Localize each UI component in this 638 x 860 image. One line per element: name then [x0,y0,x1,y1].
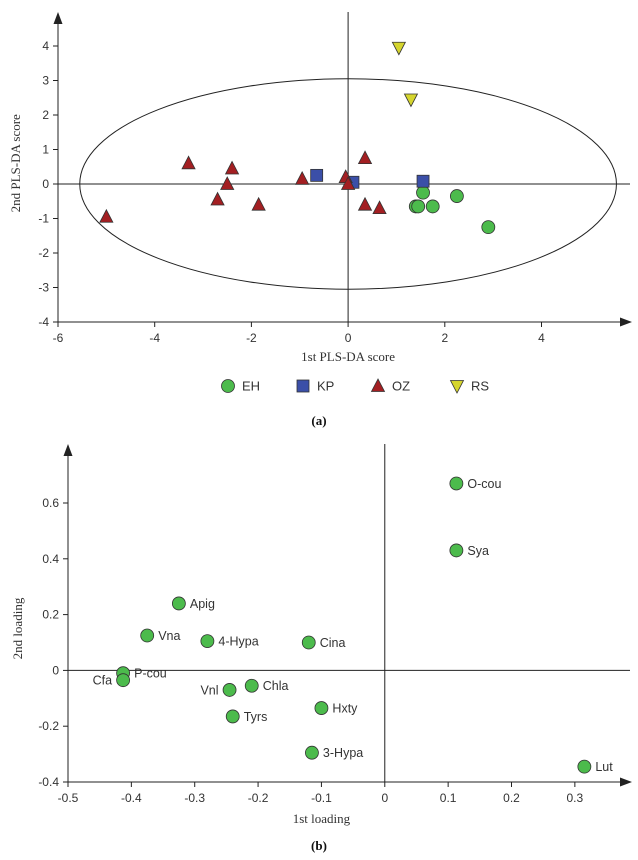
x-tick-label: 0.1 [440,791,457,805]
point-label: Apig [190,597,215,611]
x-axis-label: 1st loading [293,811,351,826]
panel-label-a: (a) [311,413,326,428]
loading-point [577,759,592,774]
y-tick-label: 0 [52,663,59,677]
x-tick-label: 0.2 [503,791,520,805]
legend-label-eh: EH [242,379,260,394]
y-tick-label: 0.4 [42,552,59,566]
y-tick-label: 0 [42,177,49,191]
loading-plot-panel: -0.5 -0.4 -0.3 -0.2 -0.1 0 0.1 0.2 0.3 -0.4 -0.2 0 0… [10,444,632,853]
point-oz [99,208,114,223]
y-tick-label: 3 [42,74,49,88]
point-eh [425,199,440,214]
y-tick-label: 2 [42,108,49,122]
y-tick-label: -3 [38,281,49,295]
x-tick-label: -0.1 [311,791,332,805]
x-tick-label: -6 [53,331,64,345]
point-rs [391,41,407,56]
point-oz [357,196,373,211]
loading-point [301,635,316,650]
x-tick-label: -2 [246,331,257,345]
point-oz [295,170,310,185]
point-label: Lut [595,760,613,774]
score-plot-panel: -6 -4 -2 0 2 4 -4 -3 -2 -1 0 1 2 3 4 1st PLS-DA score 2n… [8,12,632,428]
legend-marker-oz [370,378,386,392]
legend-label-oz: OZ [392,379,410,394]
point-label: P-cou [134,667,167,681]
point-label: Hxty [332,702,358,716]
point-oz [372,200,387,215]
loading-point [449,476,464,491]
y-tick-label: -0.4 [38,775,59,789]
point-kp [310,168,324,182]
x-tick-label: 0 [381,791,388,805]
loading-point [171,596,186,611]
point-oz [340,176,356,190]
y-tick-label: -2 [38,246,49,260]
point-rs [403,93,419,108]
point-eh [481,220,496,235]
y-tick-label: -1 [38,212,49,226]
x-tick-label: 2 [441,331,448,345]
point-oz [181,155,196,170]
point-label: Vna [158,629,180,643]
x-tick-label: -0.3 [184,791,205,805]
loading-point [116,673,131,688]
confidence-ellipse [79,78,617,290]
point-oz [220,176,235,190]
point-kp [416,174,430,188]
legend-marker-kp [296,379,310,393]
panel-label-b: (b) [311,838,327,853]
point-label: Chla [263,679,289,693]
x-tick-label: 4 [538,331,545,345]
y-axis-arrow [53,12,63,24]
point-label: 4-Hypa [218,635,258,649]
point-label: Vnl [200,683,218,697]
loading-point [449,543,464,558]
x-tick-label: 0.3 [567,791,584,805]
point-eh [411,199,426,214]
x-tick-label: 0 [345,331,352,345]
loading-point [200,634,215,649]
legend-label-rs: RS [471,379,489,394]
x-tick-label: -0.2 [248,791,269,805]
point-oz [251,196,266,211]
point-oz [224,160,240,175]
point-oz [210,191,225,206]
point-eh [449,189,464,203]
point-label: 3-Hypa [323,746,363,760]
y-axis-label: 2nd PLS-DA score [8,114,23,212]
y-tick-label: 1 [42,143,49,157]
y-tick-label: 0.6 [42,496,59,510]
x-tick-label: -4 [149,331,160,345]
y-tick-label: 0.2 [42,608,59,622]
legend-marker-eh [221,379,235,393]
x-axis-arrow [620,777,632,787]
loading-point [314,701,329,715]
y-tick-label: -4 [38,315,49,329]
point-label: Cfa [93,674,113,688]
loading-point [244,678,259,693]
loading-point [140,628,155,643]
y-axis-label: 2nd loading [10,597,25,659]
loading-point [225,709,240,724]
point-label: Tyrs [244,710,268,724]
y-tick-label: 4 [42,39,49,53]
y-axis-arrow [63,444,73,456]
y-tick-label: -0.2 [38,719,59,733]
legend-label-kp: KP [317,379,334,394]
loading-point [222,683,237,697]
point-label: Sya [467,544,489,558]
legend-marker-rs [449,380,465,394]
point-eh [416,185,430,200]
x-tick-label: -0.5 [58,791,79,805]
point-label: O-cou [467,477,501,491]
point-oz [357,150,373,165]
point-label: Cina [320,636,346,650]
x-tick-label: -0.4 [121,791,142,805]
loading-point [305,745,319,760]
x-axis-arrow [620,317,632,327]
x-axis-label: 1st PLS-DA score [301,349,395,364]
